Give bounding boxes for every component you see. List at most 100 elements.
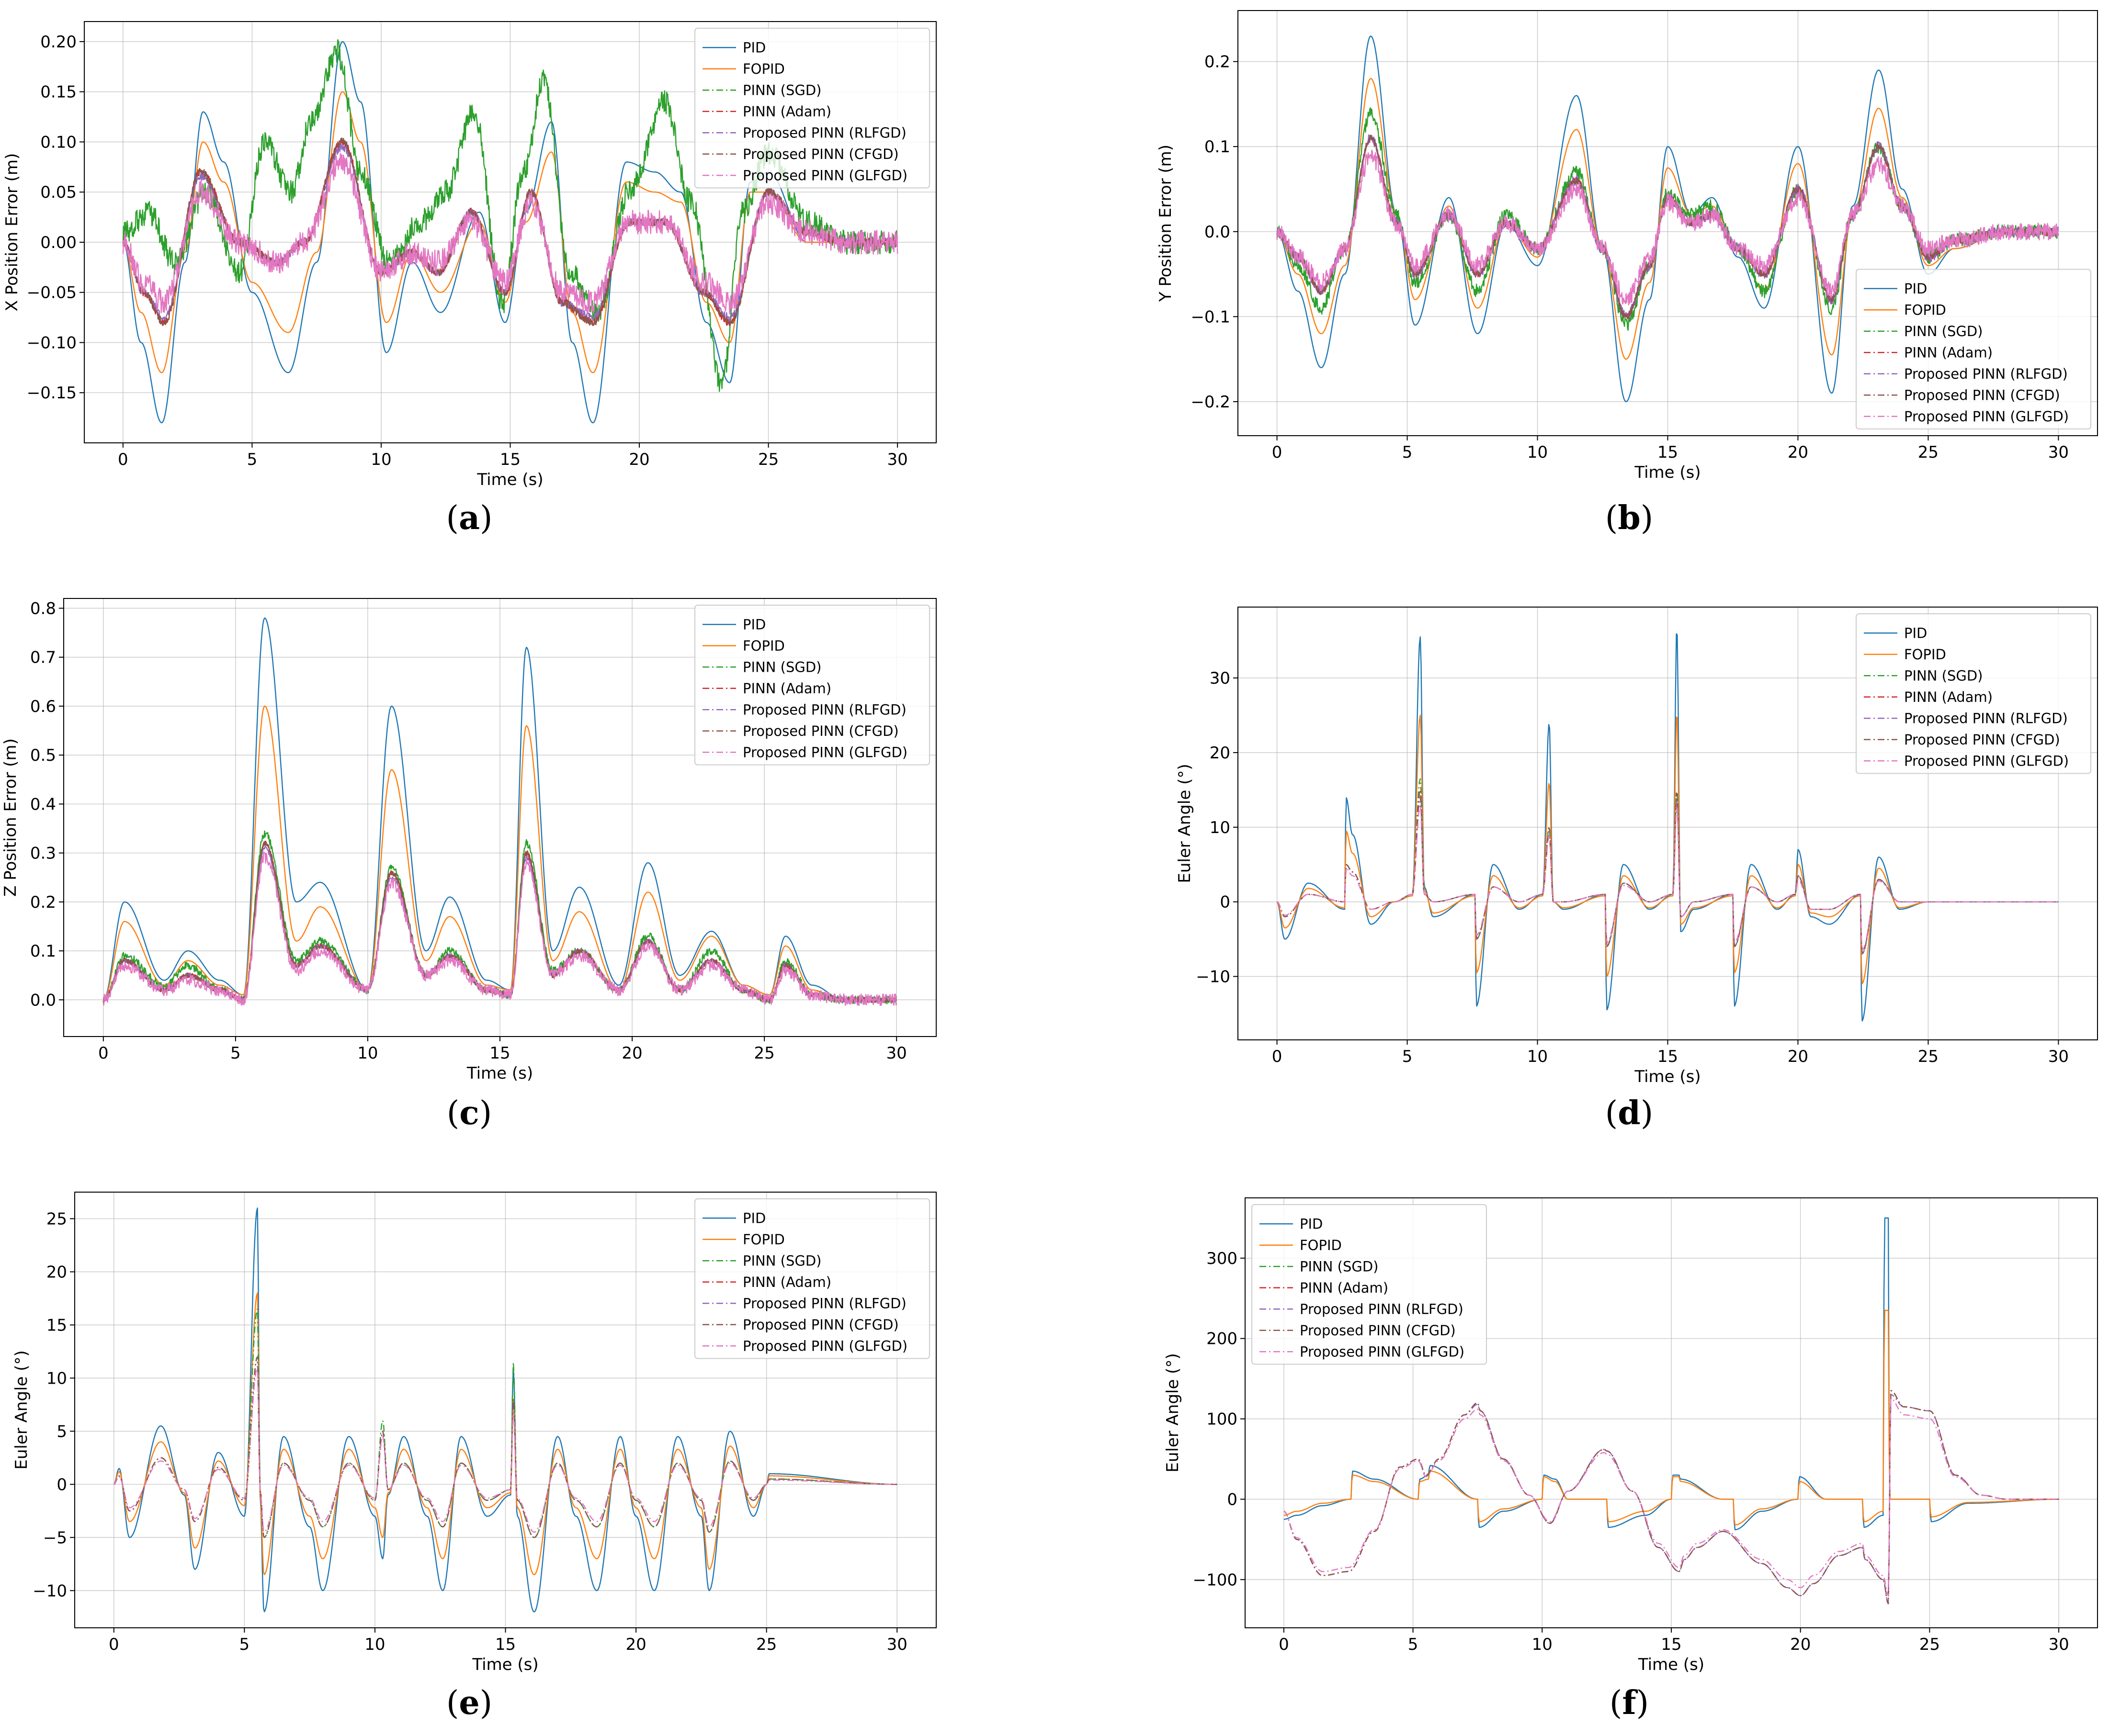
y-axis-label: Y Position Error (m) [1156, 145, 1175, 302]
x-tick-label: 20 [1788, 443, 1808, 462]
legend-label-pinn-adam: PINN (Adam) [1904, 344, 1993, 361]
panel-label: (e) [446, 1684, 492, 1722]
legend-box [694, 1198, 930, 1359]
series-group [1276, 633, 2059, 1022]
legend-label-fopid: FOPID [743, 61, 785, 77]
x-tick-label: 20 [1790, 1635, 1811, 1654]
legend-label-pid: PID [1300, 1216, 1323, 1232]
x-tick-label: 30 [886, 1044, 907, 1063]
series-group [122, 39, 898, 424]
legend-label-pinn-sgd: PINN (SGD) [743, 1252, 821, 1269]
y-tick-label: −0.10 [27, 333, 77, 352]
legend-label-pinn-sgd: PINN (SGD) [743, 82, 821, 98]
y-tick-label: 10 [46, 1369, 67, 1388]
x-axis-label: Time (s) [1638, 1655, 1704, 1674]
legend-label-proposed-pinn-glfgd: Proposed PINN (GLFGD) [743, 1338, 907, 1354]
legend-label-proposed-pinn-rlfgd: Proposed PINN (RLFGD) [743, 701, 907, 718]
y-tick-label: −10 [33, 1581, 67, 1601]
ticks: 0 5 10 15 20 25 30 −10 0 10 20 30 [1196, 669, 2069, 1066]
ticks: 0 5 10 15 20 25 30 −100 0 100 200 300 [1193, 1249, 2069, 1654]
x-tick-label: 25 [1918, 1047, 1939, 1066]
legend-label-pinn-sgd: PINN (SGD) [743, 659, 821, 675]
x-tick-label: 0 [98, 1044, 109, 1063]
legend-label-proposed-pinn-glfgd: Proposed PINN (GLFGD) [1904, 408, 2069, 425]
x-tick-label: 25 [1919, 1635, 1940, 1654]
series-line-proposed-pinn-cfgd [1283, 1390, 2059, 1604]
legend: PID FOPID PINN (SGD) PINN (Adam) Proposed PI… [1856, 269, 2091, 429]
legend-label-pid: PID [743, 616, 766, 632]
x-tick-label: 30 [887, 450, 908, 469]
x-tick-label: 5 [1402, 443, 1413, 462]
x-tick-label: 5 [239, 1635, 250, 1654]
y-tick-label: 0.05 [40, 183, 77, 202]
series-group [113, 1207, 897, 1612]
x-tick-label: 5 [1402, 1047, 1413, 1066]
panel-label: (b) [1605, 499, 1654, 537]
y-tick-label: −0.15 [27, 383, 77, 403]
legend-label-pinn-adam: PINN (Adam) [743, 1274, 831, 1290]
y-tick-label: 200 [1206, 1330, 1237, 1349]
legend: PID FOPID PINN (SGD) PINN (Adam) Proposed PI… [694, 1198, 930, 1359]
x-tick-label: 20 [1788, 1047, 1808, 1066]
y-tick-label: −10 [1196, 968, 1230, 987]
legend-label-proposed-pinn-rlfgd: Proposed PINN (RLFGD) [1904, 710, 2068, 726]
legend-label-pid: PID [743, 1210, 766, 1226]
panel-f: 0 5 10 15 20 25 30 −100 0 100 200 300 Time (s) Euler … [1163, 1197, 2098, 1722]
x-axis-label: Time (s) [472, 1655, 538, 1674]
legend-label-proposed-pinn-rlfgd: Proposed PINN (RLFGD) [743, 1295, 907, 1311]
panel-label: (f) [1610, 1684, 1649, 1722]
legend-label-proposed-pinn-rlfgd: Proposed PINN (RLFGD) [743, 124, 907, 141]
y-tick-label: 20 [46, 1263, 67, 1282]
x-tick-label: 25 [758, 450, 779, 469]
y-tick-label: 10 [1210, 818, 1230, 837]
ticks: 0 5 10 15 20 25 30 −0.2 −0.1 0.0 0.1 0.2 [1191, 53, 2069, 462]
panel-b: 0 5 10 15 20 25 30 −0.2 −0.1 0.0 0.1 0.2 Time (s) Y P… [1156, 10, 2098, 537]
legend: PID FOPID PINN (SGD) PINN (Adam) Proposed PI… [1251, 1204, 1487, 1365]
ticks: 0 5 10 15 20 25 30 0.0 0.1 0.2 0.3 0.4 0.5 0.6 0.7 0.8 [30, 599, 907, 1063]
x-tick-label: 15 [1661, 1635, 1681, 1654]
y-tick-label: 0 [1220, 893, 1230, 912]
legend-label-pid: PID [743, 39, 766, 56]
y-axis-label: X Position Error (m) [2, 153, 22, 312]
x-tick-label: 20 [622, 1044, 642, 1063]
legend-label-pinn-sgd: PINN (SGD) [1904, 667, 1983, 684]
legend-label-proposed-pinn-cfgd: Proposed PINN (CFGD) [743, 146, 899, 162]
y-tick-label: 0 [1227, 1490, 1237, 1509]
legend-label-pid: PID [1904, 625, 1927, 641]
grid [1238, 11, 2098, 436]
y-tick-label: 0.15 [40, 83, 77, 102]
y-tick-label: 0.1 [1204, 137, 1230, 157]
x-tick-label: 25 [754, 1044, 774, 1063]
y-tick-label: 0 [57, 1475, 67, 1494]
x-tick-label: 5 [230, 1044, 241, 1063]
legend-label-fopid: FOPID [1904, 646, 1946, 663]
y-axis-label: Z Position Error (m) [1, 738, 20, 897]
y-tick-label: 0.8 [30, 599, 56, 618]
x-tick-label: 10 [371, 450, 391, 469]
y-tick-label: −0.05 [27, 283, 77, 303]
x-tick-label: 0 [1272, 1047, 1282, 1066]
x-tick-label: 10 [1527, 443, 1548, 462]
legend-label-proposed-pinn-glfgd: Proposed PINN (GLFGD) [1904, 753, 2069, 769]
y-tick-label: 30 [1210, 669, 1230, 688]
series-line-proposed-pinn-glfgd [122, 153, 898, 315]
series-line-proposed-pinn-glfgd [1276, 149, 2059, 306]
ticks: 0 5 10 15 20 25 30 −0.15 −0.10 −0.05 0.00 0.05 0.10 0… [27, 33, 908, 469]
legend-label-proposed-pinn-cfgd: Proposed PINN (CFGD) [1904, 732, 2060, 748]
legend-box [1856, 269, 2091, 429]
y-tick-label: 0.4 [30, 795, 56, 814]
legend-label-pinn-adam: PINN (Adam) [1300, 1280, 1388, 1296]
x-tick-label: 10 [364, 1635, 385, 1654]
legend-label-fopid: FOPID [743, 638, 785, 654]
x-axis-label: Time (s) [476, 470, 543, 489]
x-tick-label: 10 [1527, 1047, 1548, 1066]
legend-label-pinn-sgd: PINN (SGD) [1904, 323, 1983, 339]
x-tick-label: 15 [500, 450, 521, 469]
y-tick-label: 0.2 [30, 893, 56, 912]
x-tick-label: 20 [629, 450, 649, 469]
legend-label-pinn-sgd: PINN (SGD) [1300, 1258, 1378, 1274]
y-tick-label: 0.3 [30, 844, 56, 863]
y-tick-label: 0.1 [30, 942, 56, 961]
panel-label: (d) [1605, 1094, 1654, 1132]
